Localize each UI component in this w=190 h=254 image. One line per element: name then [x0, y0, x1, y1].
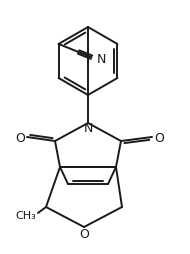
Text: O: O: [15, 131, 25, 144]
Text: N: N: [83, 121, 93, 134]
Text: O: O: [79, 228, 89, 241]
Text: CH₃: CH₃: [16, 210, 36, 220]
Text: O: O: [154, 131, 164, 144]
Text: N: N: [97, 53, 106, 66]
